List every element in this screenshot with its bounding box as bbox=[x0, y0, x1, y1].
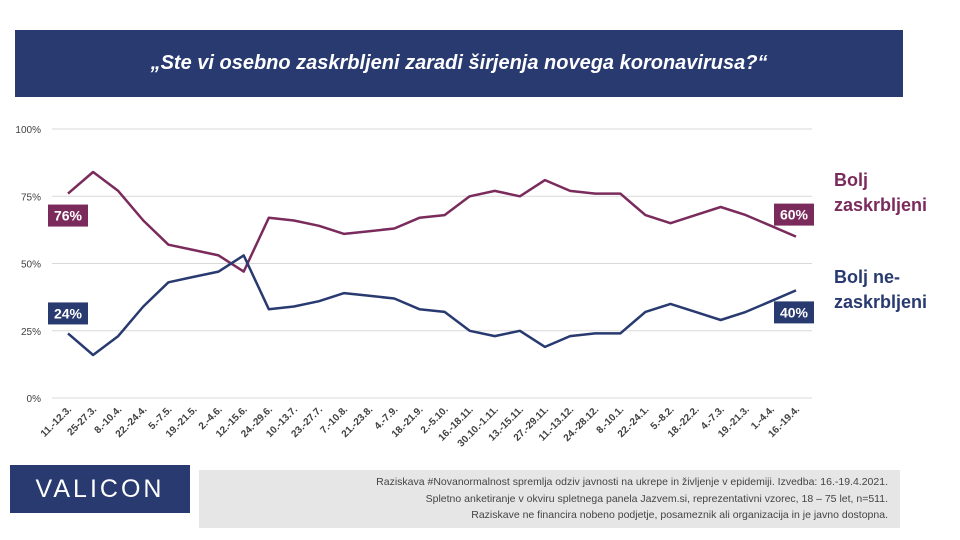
legend-not-concerned: Bolj ne- zaskrbljeni bbox=[834, 265, 927, 315]
footer-line-1: Raziskava #Novanormalnost spremlja odziv… bbox=[376, 476, 888, 488]
data-label-not-concerned-start: 24% bbox=[48, 302, 88, 325]
title-banner: „Ste vi osebno zaskrbljeni zaradi širjen… bbox=[15, 30, 903, 97]
y-tick-label-50: 50% bbox=[21, 260, 41, 271]
data-label-text: 24% bbox=[54, 305, 83, 321]
legend-concerned-line-1: Bolj bbox=[834, 170, 868, 190]
footer-note: Raziskava #Novanormalnost spremlja odziv… bbox=[199, 470, 900, 528]
legend-not-concerned-line-2: zaskrbljeni bbox=[834, 292, 928, 312]
series-line-not-concerned bbox=[67, 254, 797, 357]
y-tick-label-100: 100% bbox=[15, 125, 41, 136]
chart-title: „Ste vi osebno zaskrbljeni zaradi širjen… bbox=[150, 52, 768, 74]
data-label-text: 40% bbox=[780, 304, 809, 320]
series-line-concerned bbox=[67, 170, 797, 273]
legend-concerned-line-2: zaskrbljeni bbox=[834, 195, 928, 215]
y-tick-label-75: 75% bbox=[21, 192, 41, 203]
data-label-concerned-end: 60% bbox=[774, 203, 814, 226]
data-label-text: 76% bbox=[54, 208, 83, 224]
footer-line-3: Raziskave ne financira nobeno podjetje, … bbox=[471, 509, 888, 521]
data-label-box bbox=[774, 301, 814, 324]
data-label-concerned-start: 76% bbox=[48, 204, 88, 227]
data-label-box bbox=[774, 203, 814, 226]
valicon-logo: VALICON bbox=[10, 465, 190, 513]
logo-text: VALICON bbox=[35, 474, 165, 503]
footer-line-2: Spletno anketiranje v okviru spletnega p… bbox=[425, 492, 888, 505]
data-label-box bbox=[48, 204, 88, 227]
y-tick-label-25: 25% bbox=[21, 327, 41, 338]
data-label-not-concerned-end: 40% bbox=[774, 301, 814, 324]
data-label-text: 60% bbox=[780, 207, 809, 223]
data-label-box bbox=[48, 302, 88, 325]
y-tick-label-0: 0% bbox=[27, 394, 42, 405]
legend-concerned: Bolj zaskrbljeni bbox=[834, 168, 927, 218]
legend-not-concerned-line-1: Bolj ne- bbox=[834, 267, 900, 287]
